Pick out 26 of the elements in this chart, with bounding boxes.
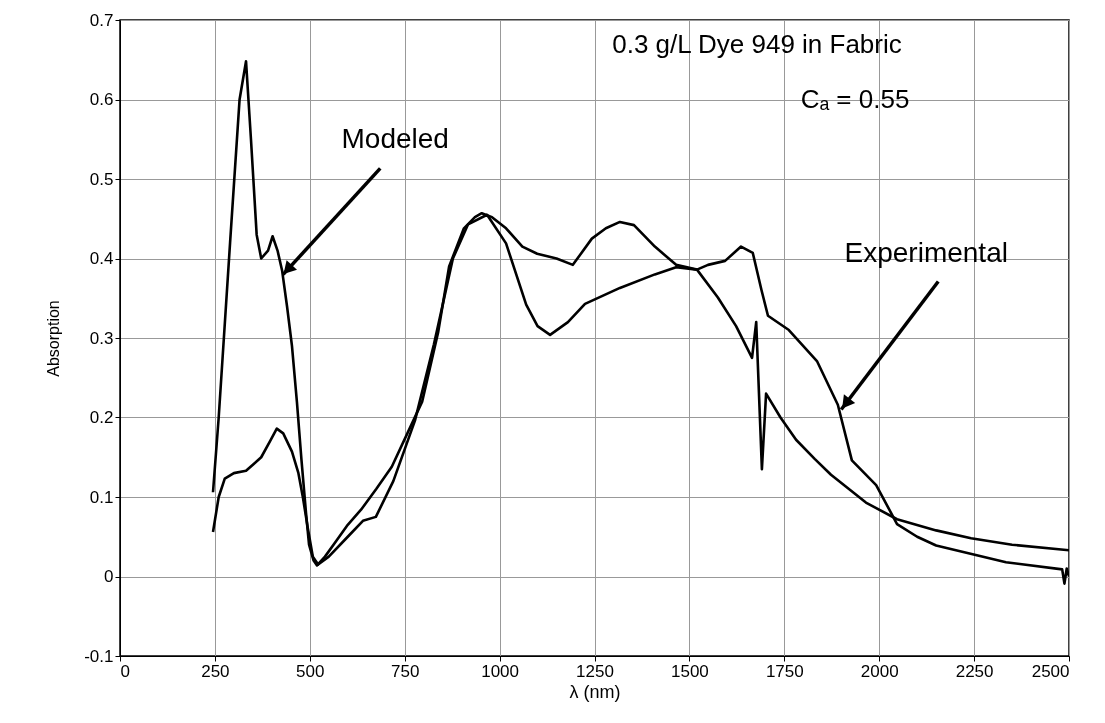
annotation: Modeled	[341, 123, 449, 155]
x-axis-title: λ (nm)	[569, 681, 621, 702]
annotation: 0.3 g/L Dye 949 in Fabric	[612, 29, 902, 59]
x-tick-label: 1500	[670, 661, 709, 681]
y-tick-label: 0.7	[89, 10, 114, 30]
x-tick-label: 0	[120, 661, 130, 681]
y-tick-label: 0.3	[89, 328, 114, 348]
x-tick-label: 2000	[860, 661, 899, 681]
x-tick-label: 1750	[765, 661, 804, 681]
y-tick-label: 0	[104, 567, 114, 586]
y-tick-label: 0.1	[89, 487, 114, 507]
x-tick-label: 2250	[955, 661, 994, 681]
y-tick-label: -0.1	[84, 646, 114, 666]
y-tick-label: 0.5	[89, 169, 114, 189]
x-tick-label: 1000	[481, 661, 520, 681]
x-tick-label: 250	[201, 661, 230, 681]
y-axis-title: Absorption	[45, 300, 63, 377]
annotation: Experimental	[844, 236, 1008, 268]
x-tick-label: 2500	[1031, 661, 1070, 681]
x-tick-label: 750	[391, 661, 420, 681]
x-tick-label: 1250	[576, 661, 614, 681]
y-tick-label: 0.4	[89, 249, 114, 268]
y-tick-label: 0.2	[89, 408, 114, 427]
y-tick-label: 0.6	[89, 90, 114, 109]
annotation: Cₐ = 0.55	[800, 84, 910, 114]
x-tick-label: 500	[296, 661, 325, 681]
